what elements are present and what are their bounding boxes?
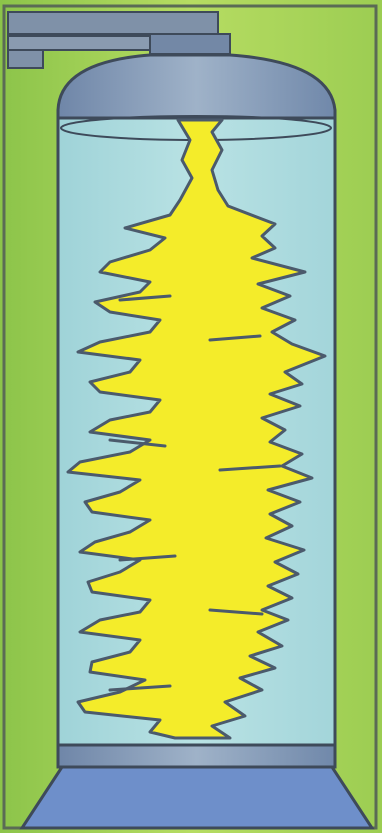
lightning-streaks: [108, 294, 282, 692]
streak: [208, 608, 264, 616]
streak: [108, 438, 167, 448]
base-ring: [56, 743, 337, 769]
streak: [118, 294, 172, 302]
pipe-lower: [7, 35, 169, 51]
pipe-flange: [7, 49, 44, 69]
lightning: [66, 118, 327, 740]
streak: [118, 554, 177, 562]
cylinder-cap: [56, 53, 337, 127]
pipe: [7, 11, 231, 69]
streak: [108, 684, 172, 692]
pipe-neck: [149, 33, 231, 55]
streak: [208, 334, 262, 342]
streak: [218, 464, 282, 472]
pipe-upper: [7, 11, 219, 35]
base: [19, 765, 375, 830]
